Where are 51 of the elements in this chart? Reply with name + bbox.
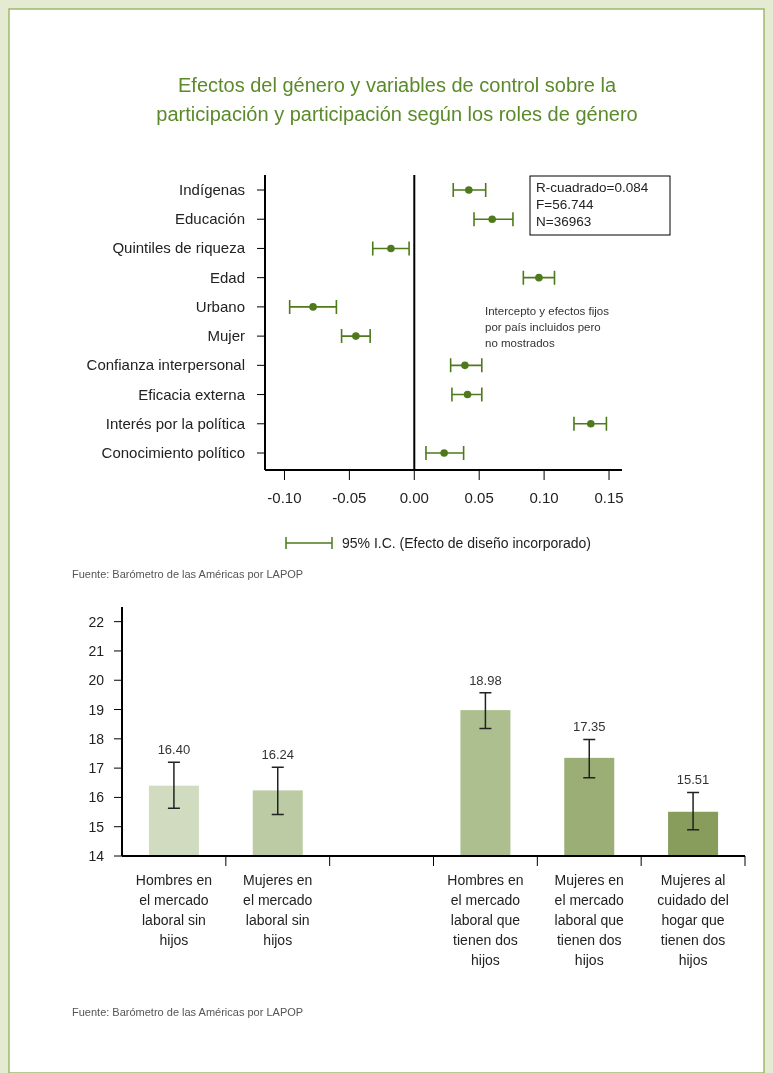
x-tick-label: Hombres en el mercado laboral sin hijos bbox=[135, 872, 213, 948]
y-tick-label: Educación bbox=[174, 210, 245, 228]
x-tick-label: -0.10 bbox=[267, 489, 302, 506]
x-tick-label: 0.00 bbox=[399, 489, 429, 506]
source-note: Fuente: Barómetro de las Américas por LAPOP bbox=[72, 1006, 304, 1018]
x-tick-label: Mujeres al cuidado del hogar que tienen dos hijos bbox=[657, 872, 729, 968]
point bbox=[309, 303, 317, 311]
point bbox=[465, 186, 473, 194]
annotation: Intercepto y efectos fijos por país incluidos pero no mostrados bbox=[485, 305, 610, 349]
y-tick-label: Interés por la política bbox=[105, 414, 246, 432]
legend-label: 95% I.C. (Efecto de diseño incorporado) bbox=[342, 535, 592, 551]
x-tick-label: 0.15 bbox=[594, 489, 624, 506]
x-tick-label: -0.05 bbox=[332, 489, 367, 506]
point bbox=[461, 361, 469, 370]
y-tick-label: Conocimiento político bbox=[101, 444, 245, 461]
y-tick-label: Eficacia externa bbox=[138, 385, 246, 403]
y-tick-label: 16 bbox=[88, 789, 105, 806]
y-tick-label: 14 bbox=[88, 848, 105, 864]
data-label: 16.24 bbox=[261, 747, 295, 763]
x-tick-label: 0.10 bbox=[529, 489, 559, 506]
y-tick-label: 22 bbox=[88, 613, 105, 630]
y-tick-label: Edad bbox=[209, 268, 245, 286]
y-tick-label: Indígenas bbox=[179, 181, 245, 198]
y-tick-label: 19 bbox=[88, 701, 105, 718]
x-tick-label: Mujeres en el mercado laboral sin hijos bbox=[243, 872, 313, 948]
x-tick-label: 0.05 bbox=[464, 489, 494, 506]
point bbox=[463, 390, 472, 399]
point bbox=[440, 449, 448, 457]
point bbox=[352, 332, 360, 340]
y-tick-label: 20 bbox=[88, 672, 105, 689]
point bbox=[535, 273, 543, 282]
point bbox=[587, 419, 595, 428]
y-tick-label: Urbano bbox=[195, 297, 245, 315]
data-label: 16.40 bbox=[157, 742, 191, 758]
data-label: 17.35 bbox=[572, 719, 606, 735]
y-tick-label: 17 bbox=[88, 760, 105, 777]
y-tick-label: 15 bbox=[88, 818, 105, 835]
data-label: 15.51 bbox=[676, 772, 710, 788]
point bbox=[387, 244, 395, 253]
data-label: 18.98 bbox=[469, 672, 502, 688]
chart-title: Efectos del género y variables de control sobre la participación y participación según los roles de género bbox=[156, 74, 638, 125]
annotation: R-cuadrado=0.084 F=56.744 N=36963 bbox=[536, 180, 649, 229]
y-tick-label: Quintiles de riqueza bbox=[112, 239, 246, 257]
y-tick-label: 21 bbox=[88, 642, 105, 659]
y-tick-label: Mujer bbox=[207, 327, 245, 345]
x-tick-label: Mujeres en el mercado laboral que tienen dos hijos bbox=[554, 872, 625, 968]
y-tick-label: Confianza interpersonal bbox=[86, 356, 245, 374]
point bbox=[488, 215, 496, 224]
x-tick-label: Hombres en el mercado laboral que tienen dos hijos bbox=[447, 872, 524, 968]
source-note: Fuente: Barómetro de las Américas por LAPOP bbox=[72, 568, 304, 580]
y-tick-label: 18 bbox=[88, 730, 105, 747]
